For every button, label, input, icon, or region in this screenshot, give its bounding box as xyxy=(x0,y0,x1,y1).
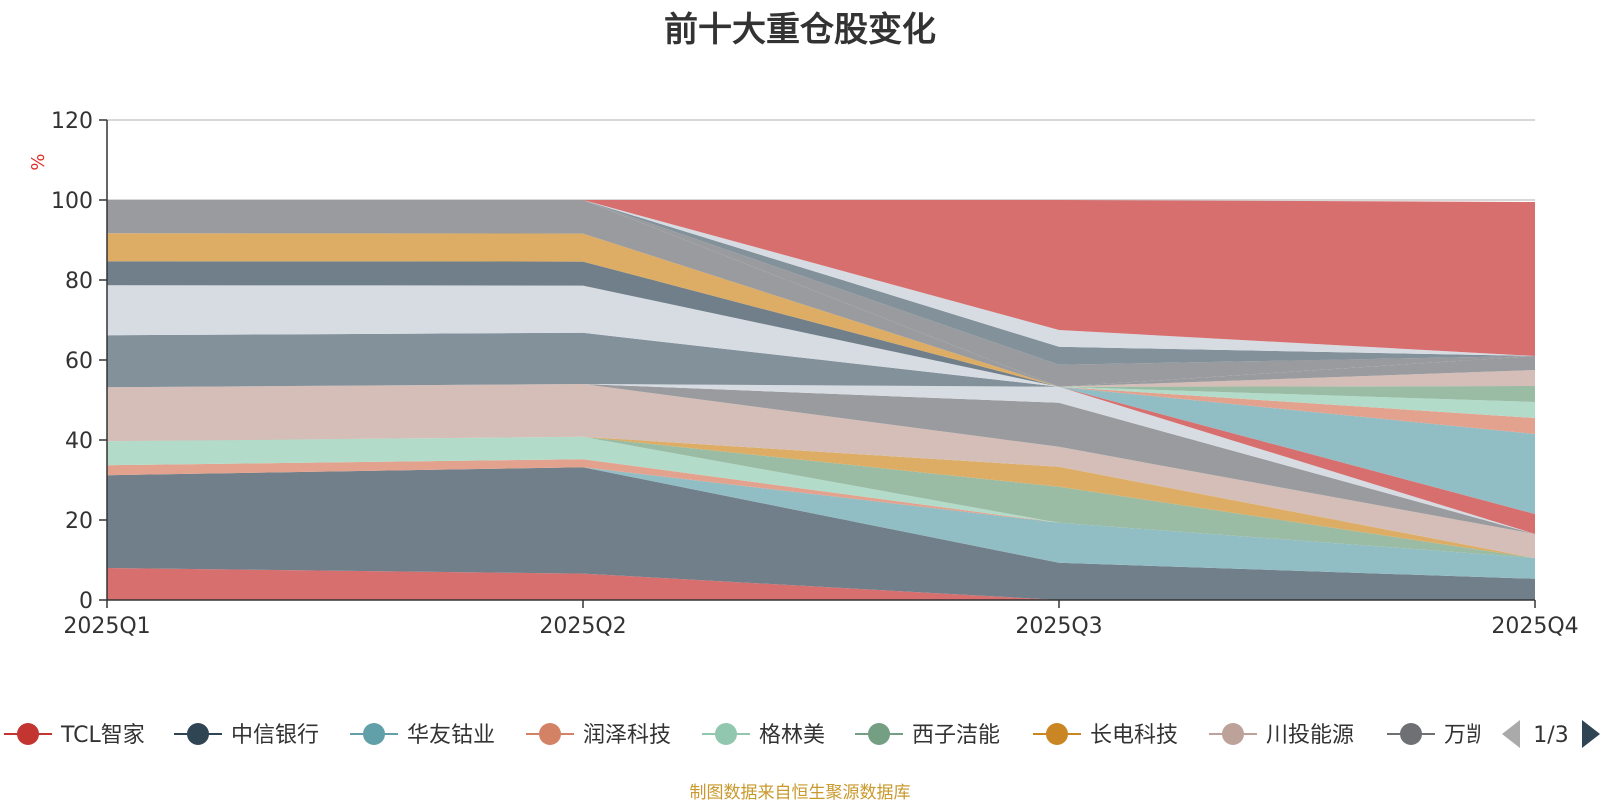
area-series-6[interactable] xyxy=(107,436,1535,558)
legend-marker-4 xyxy=(539,723,561,745)
y-tick-label-80: 80 xyxy=(65,269,93,294)
area-series-16[interactable] xyxy=(107,370,1535,388)
area-series-11[interactable] xyxy=(107,384,1535,534)
y-axis-unit: % xyxy=(28,153,49,170)
y-tick-label-60: 60 xyxy=(65,349,93,374)
chart-title: 前十大重仓股变化 xyxy=(664,10,936,50)
area-series xyxy=(107,200,1535,600)
source-note: 制图数据来自恒生聚源数据库 xyxy=(689,783,911,803)
area-series-8[interactable] xyxy=(107,384,1535,558)
legend-label-6: 西子洁能 xyxy=(912,723,1000,748)
axes: 0 20 40 60 80 100 120 2025Q1 2025Q2 2025Q3 2025Q4 xyxy=(51,109,1579,639)
legend-page-indicator: 1/3 xyxy=(1533,723,1568,748)
area-series-26[interactable] xyxy=(107,200,1535,356)
legend-label-4: 润泽科技 xyxy=(583,723,671,748)
x-tick-label-2025Q2: 2025Q2 xyxy=(539,614,626,639)
area-series-14[interactable] xyxy=(107,384,1535,418)
legend-item-2[interactable]: 中信银行 xyxy=(174,723,319,748)
area-series-15[interactable] xyxy=(107,384,1535,402)
legend-label-8: 川投能源 xyxy=(1266,723,1354,748)
legend-item-9[interactable]: 万凯 xyxy=(1387,723,1488,748)
legend-label-3: 华友钴业 xyxy=(407,723,495,748)
legend-label-9: 万凯 xyxy=(1444,723,1488,748)
legend-item-7[interactable]: 长电科技 xyxy=(1033,723,1178,748)
legend-marker-1 xyxy=(17,723,39,745)
area-series-18[interactable] xyxy=(107,332,1535,388)
area-series-24[interactable] xyxy=(107,200,1535,365)
x-tick-label-2025Q1: 2025Q1 xyxy=(63,614,150,639)
area-series-23[interactable] xyxy=(107,200,1535,387)
legend-marker-3 xyxy=(363,723,385,745)
area-series-5[interactable] xyxy=(107,436,1535,558)
area-series-12[interactable] xyxy=(107,384,1535,514)
legend: TCL智家 中信银行 华友钴业 润泽科技 格林美 西子洁能 长电科技 川投能源 万凯 1/3 xyxy=(4,720,1600,748)
area-series-4[interactable] xyxy=(107,459,1535,558)
area-series-17[interactable] xyxy=(107,356,1535,388)
legend-marker-7 xyxy=(1046,723,1068,745)
legend-item-5[interactable]: 格林美 xyxy=(702,723,825,748)
y-tick-label-120: 120 xyxy=(51,109,93,134)
legend-marker-2 xyxy=(187,723,209,745)
legend-item-1[interactable]: TCL智家 xyxy=(4,723,145,748)
legend-item-6[interactable]: 西子洁能 xyxy=(855,723,1000,748)
area-series-13[interactable] xyxy=(107,384,1535,434)
legend-marker-9 xyxy=(1400,723,1422,745)
legend-marker-6 xyxy=(868,723,890,745)
y-tick-label-20: 20 xyxy=(65,509,93,534)
legend-label-5: 格林美 xyxy=(759,723,825,748)
area-series-19[interactable] xyxy=(107,285,1535,387)
legend-label-2: 中信银行 xyxy=(231,723,319,748)
triangle-right-icon[interactable] xyxy=(1582,720,1600,748)
y-tick-label-100: 100 xyxy=(51,189,93,214)
legend-item-3[interactable]: 华友钴业 xyxy=(350,723,495,748)
legend-marker-8 xyxy=(1222,723,1244,745)
triangle-left-icon[interactable] xyxy=(1502,720,1520,748)
area-series-20[interactable] xyxy=(107,261,1535,387)
area-series-7[interactable] xyxy=(107,436,1535,558)
x-tick-label-2025Q3: 2025Q3 xyxy=(1015,614,1102,639)
x-tick-label-2025Q4: 2025Q4 xyxy=(1491,614,1578,639)
legend-label-1: TCL智家 xyxy=(60,723,145,748)
area-series-9[interactable] xyxy=(107,384,1535,534)
area-series-1[interactable] xyxy=(107,568,1535,600)
legend-items: TCL智家 中信银行 华友钴业 润泽科技 格林美 西子洁能 长电科技 川投能源 万凯 xyxy=(4,723,1488,748)
legend-marker-5 xyxy=(715,723,737,745)
legend-label-7: 长电科技 xyxy=(1090,723,1178,748)
y-tick-label-40: 40 xyxy=(65,429,93,454)
legend-item-8[interactable]: 川投能源 xyxy=(1209,723,1354,748)
area-series-21[interactable] xyxy=(107,233,1535,387)
legend-item-4[interactable]: 润泽科技 xyxy=(526,723,671,748)
area-series-3[interactable] xyxy=(107,467,1535,579)
y-tick-label-0: 0 xyxy=(79,589,93,614)
